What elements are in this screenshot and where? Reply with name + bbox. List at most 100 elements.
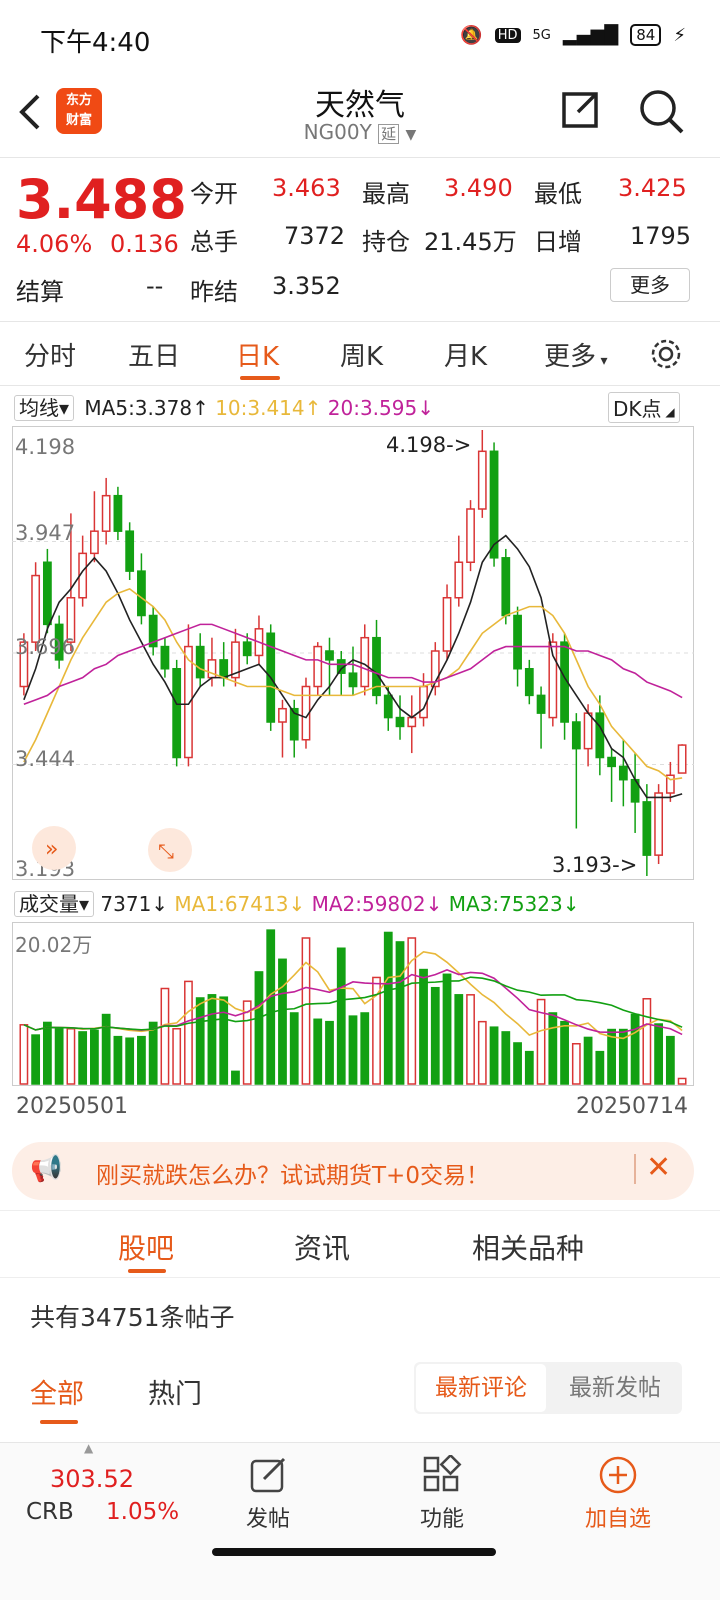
banner-divider (634, 1154, 636, 1184)
section-tabs: 股吧 资讯 相关品种 (0, 1210, 720, 1278)
candle-down (242, 641, 252, 657)
candle-up (477, 450, 487, 510)
y-tick-0: 4.198 (15, 435, 75, 459)
volume-chart[interactable]: 20.02万 (12, 922, 694, 1086)
volume-bar-up (372, 976, 381, 1085)
filter-all[interactable]: 全部 (30, 1379, 84, 1410)
tab-five-day[interactable]: 五日 (128, 342, 181, 372)
quote-panel: 3.488 4.06% 0.136 结算 -- 今开 3.463 最高 3.49… (0, 158, 720, 322)
functions-button[interactable]: 功能 (382, 1453, 502, 1533)
volume-bar-up (184, 980, 193, 1085)
candle-up (31, 574, 41, 643)
volume-bar-up (66, 1028, 76, 1085)
candle-down (607, 756, 616, 768)
volume-bar-up (571, 1043, 581, 1085)
status-bar: 下午4:40 🔕 HD 5G ▂▄▆█ 84 ⚡ (0, 0, 720, 72)
candle-down (595, 712, 605, 759)
open-label: 今开 (190, 180, 238, 208)
tab-guba[interactable]: 股吧 (118, 1232, 175, 1265)
volume-bar-up (477, 1020, 487, 1085)
dk-point-button[interactable]: DK点 ◢ (608, 392, 680, 423)
candle-up (548, 641, 558, 719)
add-watchlist-button[interactable]: 加自选 (558, 1455, 678, 1533)
candle-down (383, 694, 393, 719)
tab-daily-k[interactable]: 日K (236, 342, 280, 372)
volume-bar-down (42, 1021, 52, 1085)
section-tab-underline (128, 1269, 166, 1273)
tab-monthly-k[interactable]: 月K (444, 342, 488, 372)
back-button[interactable] (14, 90, 48, 134)
volume-bar-up (172, 1028, 182, 1085)
share-button[interactable] (558, 88, 604, 134)
candle-down (160, 645, 170, 670)
volume-bar-down (278, 958, 287, 1085)
volume-bar-down (219, 996, 229, 1085)
high-label: 最高 (362, 180, 410, 208)
period-tabs: 分时 五日 日K 周K 月K 更多 ▾ (0, 322, 720, 386)
post-button[interactable]: 发帖 (208, 1455, 328, 1533)
mute-icon: 🔕 (460, 24, 483, 46)
app-logo[interactable]: 东方 财富 (56, 88, 102, 134)
volume-bar-down (442, 973, 452, 1085)
tab-more-label: 更多 (544, 342, 597, 372)
close-icon[interactable]: ✕ (646, 1150, 672, 1185)
volume-bar-down (524, 1050, 534, 1085)
last-price: 3.488 (16, 168, 187, 231)
settle-label: 结算 (16, 278, 64, 306)
candle-up (407, 716, 417, 728)
volume-label: 总手 (190, 228, 238, 256)
volume-bar-down (383, 931, 393, 1085)
tab-more-caret-icon: ▾ (596, 353, 608, 369)
back-arrow-icon (19, 94, 40, 130)
candle-down (348, 672, 358, 688)
sort-latest-comment[interactable]: 最新评论 (416, 1364, 546, 1412)
oi-value: 21.45万 (424, 228, 517, 256)
home-indicator (212, 1548, 496, 1556)
volume-bar-up (642, 998, 652, 1085)
candle-down (289, 707, 299, 741)
low-label: 最低 (534, 180, 582, 208)
volume-bar-up (536, 998, 546, 1085)
candle-down (642, 801, 652, 856)
volume-bar-down (231, 1070, 240, 1085)
contract-code[interactable]: NG00Y 延 ▼ (0, 120, 720, 144)
volume-selector-label: 成交量 (19, 892, 79, 916)
volume-bar-down (148, 1021, 158, 1085)
volume-bar-down (313, 1018, 323, 1085)
more-quote-button[interactable]: 更多 (610, 268, 690, 302)
min-marker: 3.193-> (552, 853, 637, 877)
status-icons: 🔕 HD 5G ▂▄▆█ 84 ⚡ (460, 24, 686, 46)
megaphone-icon: 📢 (30, 1154, 63, 1184)
search-button[interactable] (636, 86, 686, 136)
filter-hot[interactable]: 热门 (148, 1379, 202, 1410)
ma-legend: 均线▾ MA5:3.378↑ 10:3.414↑ 20:3.595↓ (14, 392, 694, 422)
index-widget[interactable]: ▲ 303.52 CRB 1.05% (0, 1441, 180, 1553)
change-pct: 4.06% (16, 230, 93, 258)
ma-selector[interactable]: 均线▾ (14, 395, 75, 421)
candle-up (66, 596, 76, 643)
volume-bar-down (419, 968, 428, 1085)
open-value: 3.463 (272, 174, 341, 202)
sort-toggle: 最新评论 最新发帖 (414, 1362, 682, 1414)
dk-point-label: DK点 (613, 397, 662, 421)
ma10-line (23, 587, 683, 781)
page-title: 天然气 (315, 88, 405, 123)
promo-banner[interactable]: 📢 刚买就跌怎么办？试试期货T+0交易！ ✕ (12, 1142, 694, 1200)
tab-more[interactable]: 更多 ▾ (544, 336, 608, 373)
settings-button[interactable] (648, 336, 684, 376)
sort-latest-post[interactable]: 最新发帖 (569, 1375, 661, 1401)
tab-weekly-k[interactable]: 周K (340, 342, 384, 372)
candlestick-chart[interactable]: 4.198 3.947 3.696 3.444 3.193 4.198-> 3.… (12, 426, 694, 880)
volume-selector[interactable]: 成交量▾ (14, 891, 95, 917)
y-tick-2: 3.696 (15, 635, 75, 659)
tab-minute[interactable]: 分时 (24, 342, 77, 372)
volume-bar-down (289, 1012, 299, 1085)
candle-down (113, 494, 123, 532)
tab-related[interactable]: 相关品种 (472, 1232, 585, 1265)
volume-bar-up (160, 987, 170, 1085)
tab-news[interactable]: 资讯 (294, 1232, 351, 1265)
volume-bar-down (113, 1035, 123, 1085)
fullscreen-button[interactable]: ⤡ (148, 828, 192, 872)
filter-underline (40, 1420, 78, 1424)
expand-left-button[interactable]: » (32, 826, 76, 870)
